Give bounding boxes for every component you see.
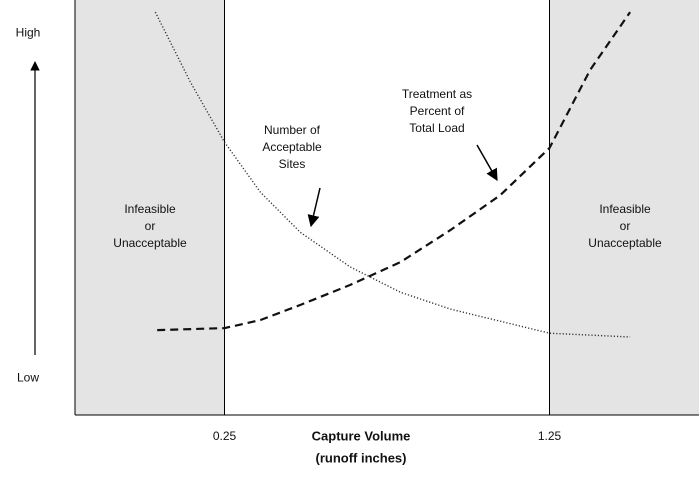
region-label: Unacceptable xyxy=(113,236,187,250)
series-label: Total Load xyxy=(409,121,464,135)
region-label: or xyxy=(620,219,631,233)
series-label: Treatment as xyxy=(402,87,472,101)
x-tick-label: 0.25 xyxy=(213,429,237,443)
infeasible-region xyxy=(75,0,225,415)
region-label: Unacceptable xyxy=(588,236,662,250)
x-axis-title: (runoff inches) xyxy=(316,450,407,465)
x-axis-title: Capture Volume xyxy=(312,428,411,443)
series-label: Sites xyxy=(279,157,306,171)
infeasible-region xyxy=(549,0,699,415)
region-label: Infeasible xyxy=(124,202,176,216)
x-tick-label: 1.25 xyxy=(538,429,562,443)
series-line xyxy=(154,11,631,338)
background xyxy=(75,0,699,415)
region-label: or xyxy=(145,219,156,233)
y-tick-label: High xyxy=(16,25,41,39)
series-label: Acceptable xyxy=(262,140,322,154)
annotation-arrow xyxy=(307,187,321,228)
y-tick-label: Low xyxy=(17,370,39,384)
annotation-arrow xyxy=(476,144,498,182)
series-line xyxy=(157,11,632,332)
series-label: Percent of xyxy=(410,104,465,118)
region-label: Infeasible xyxy=(599,202,651,216)
series-label: Number of xyxy=(264,123,321,137)
